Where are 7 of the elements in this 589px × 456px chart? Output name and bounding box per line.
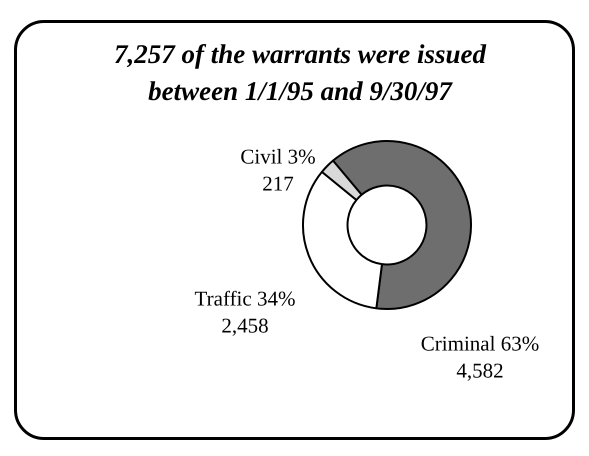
data-label: 4,582	[456, 358, 504, 383]
data-label: 217	[262, 172, 294, 196]
slice-label: Criminal 63%	[420, 332, 540, 356]
slice-label: Civil 3%	[240, 144, 316, 169]
chart-title: 7,257 of the warrants were issued between 1/1/95 and 9/30/97	[112, 38, 488, 108]
slice-label: Traffic 34%	[194, 286, 296, 311]
data-label: 2,458	[221, 314, 269, 338]
